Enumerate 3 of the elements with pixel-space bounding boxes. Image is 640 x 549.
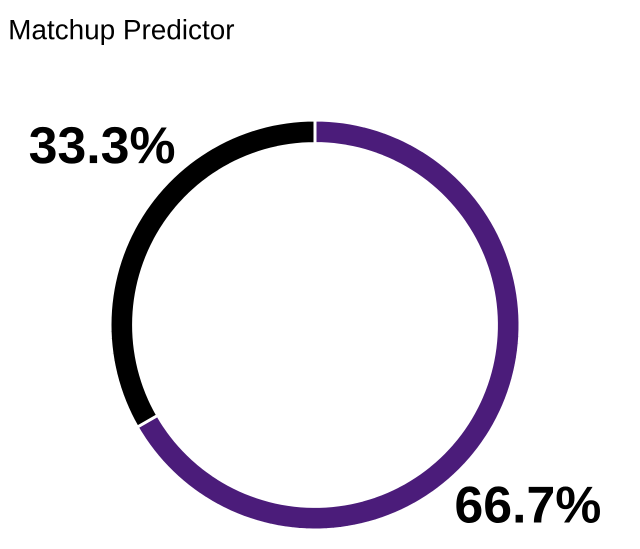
chart-title: Matchup Predictor bbox=[10, 19, 234, 45]
data-label: 33.3% bbox=[30, 126, 174, 164]
data-label: 66.7% bbox=[456, 486, 600, 524]
